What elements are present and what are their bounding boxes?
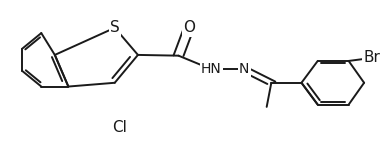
Text: HN: HN [201,62,222,76]
Text: O: O [183,20,195,35]
Text: Cl: Cl [113,121,127,135]
Text: S: S [110,20,120,35]
Text: N: N [239,62,249,76]
Text: Br: Br [364,50,380,65]
